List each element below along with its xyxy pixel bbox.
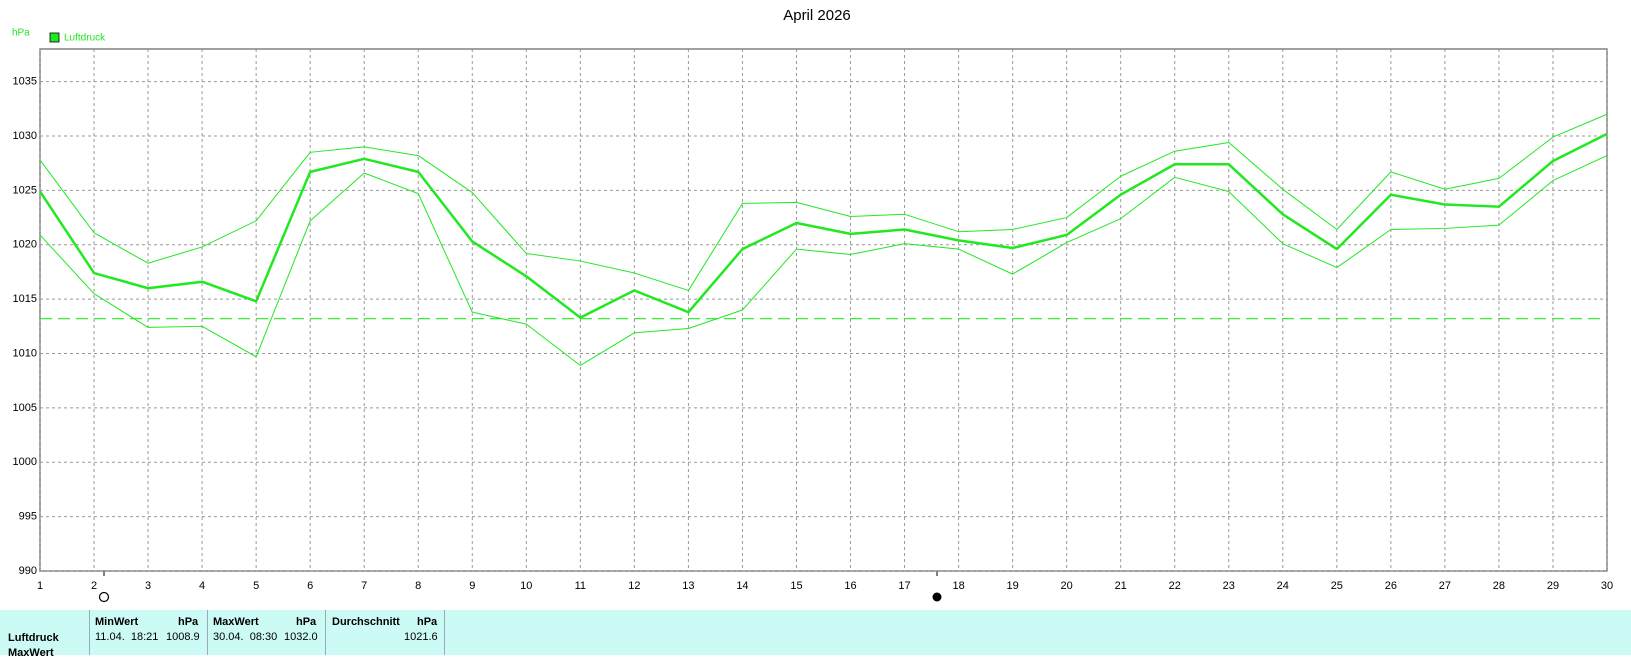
- y-tick-label: 1020: [13, 239, 37, 251]
- full-moon-icon: [98, 591, 110, 603]
- col-header: MaxWert: [213, 616, 259, 628]
- line-series: [39, 155, 1608, 366]
- col-unit: hPa: [178, 616, 199, 628]
- x-tick-label: 1: [37, 580, 43, 592]
- separator: [444, 610, 445, 655]
- x-tick-label: 3: [145, 580, 151, 592]
- col-header: Durchschnitt: [332, 616, 400, 628]
- cell: 1008.9: [166, 631, 200, 643]
- cell: 1021.6: [404, 631, 438, 643]
- x-tick-label: 10: [520, 580, 532, 592]
- x-tick-label: 18: [952, 580, 964, 592]
- x-tick-label: 6: [307, 580, 313, 592]
- col-unit: hPa: [296, 616, 317, 628]
- x-tick-label: 9: [469, 580, 475, 592]
- y-tick-label: 1030: [13, 130, 37, 142]
- separator: [89, 610, 90, 655]
- x-tick-label: 16: [844, 580, 856, 592]
- line-series: [39, 113, 1608, 291]
- x-tick-label: 8: [415, 580, 421, 592]
- x-tick-label: 21: [1115, 580, 1127, 592]
- col-unit: hPa: [417, 616, 438, 628]
- cell: 1032.0: [284, 631, 318, 643]
- row-label: Luftdruck: [8, 632, 59, 644]
- x-tick-label: 24: [1277, 580, 1289, 592]
- x-tick-label: 2: [91, 580, 97, 592]
- x-tick-label: 20: [1061, 580, 1073, 592]
- x-tick-label: 29: [1547, 580, 1559, 592]
- new-moon-icon: [932, 592, 942, 602]
- x-tick-label: 22: [1169, 580, 1181, 592]
- x-tick-label: 23: [1223, 580, 1235, 592]
- y-tick-label: 1000: [13, 456, 37, 468]
- y-tick-label: 995: [19, 511, 37, 523]
- x-tick-label: 28: [1493, 580, 1505, 592]
- stats-table: MinWert hPa MaxWert hPa Durchschnitt hPa…: [0, 610, 1631, 659]
- x-tick-label: 11: [575, 580, 586, 592]
- x-tick-label: 14: [736, 580, 748, 592]
- y-tick-label: 990: [19, 565, 37, 577]
- y-axis-label: hPa: [12, 28, 30, 39]
- x-tick-label: 30: [1601, 580, 1613, 592]
- legend-label: Luftdruck: [64, 33, 106, 44]
- x-tick-label: 13: [682, 580, 694, 592]
- chart: April 2026 hPa Luftdruck 990 995 1000 1005 1…: [12, 7, 1613, 603]
- legend-swatch: [49, 32, 60, 43]
- y-tick-label: 1035: [13, 76, 37, 88]
- legend: Luftdruck: [49, 32, 106, 44]
- cell: 11.04. 18:21: [95, 631, 159, 643]
- x-tick-label: 4: [199, 580, 205, 592]
- col-header: MinWert: [95, 616, 139, 628]
- cell: 30.04. 08:30: [213, 631, 278, 643]
- chart-title: April 2026: [783, 7, 851, 24]
- x-tick-label: 15: [790, 580, 802, 592]
- separator: [207, 610, 208, 655]
- y-tick-label: 1025: [13, 184, 37, 196]
- x-tick-label: 19: [1006, 580, 1018, 592]
- x-tick-label: 5: [253, 580, 259, 592]
- separator: [325, 610, 326, 655]
- x-tick-label: 7: [361, 580, 367, 592]
- x-tick-label: 27: [1439, 580, 1451, 592]
- line-series: [38, 132, 1608, 319]
- x-tick-label: 26: [1385, 580, 1397, 592]
- x-tick-label: 17: [898, 580, 910, 592]
- row-label: MaxWert: [8, 647, 54, 659]
- y-tick-label: 1010: [13, 347, 37, 359]
- x-tick-label: 12: [628, 580, 640, 592]
- x-tick-label: 25: [1331, 580, 1343, 592]
- y-tick-label: 1015: [13, 293, 37, 305]
- y-tick-label: 1005: [13, 402, 37, 414]
